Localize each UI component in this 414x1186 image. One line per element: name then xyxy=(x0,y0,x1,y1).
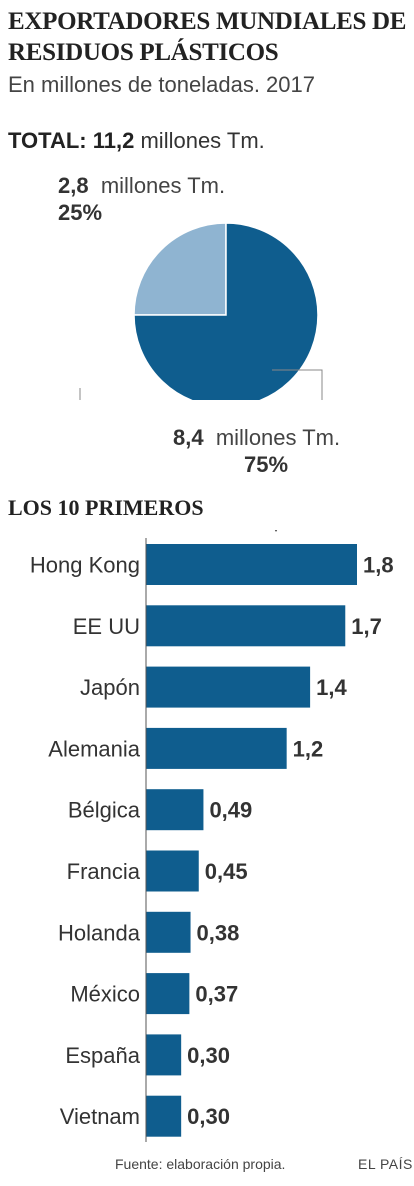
chart-title: EXPORTADORES MUNDIALES DE RESIDUOS PLÁST… xyxy=(8,8,407,66)
pie-small-unit: millones Tm. xyxy=(100,173,226,198)
pointer-arrow-icon xyxy=(274,530,278,532)
pie-large-value: 8,4 xyxy=(173,425,204,450)
pie-small-value: 2,8 xyxy=(58,173,89,198)
bar-chart: Hong Kong 1,8 EE UU 1,7 Japón 1,4 Alemania 1,2 B… xyxy=(30,530,394,1142)
value-label: 1,8 xyxy=(363,553,394,578)
chart-subtitle: En millones de toneladas. 2017 xyxy=(8,72,315,97)
value-label: 0,37 xyxy=(195,982,238,1007)
category-label: Hong Kong xyxy=(30,553,140,578)
value-label: 1,2 xyxy=(293,736,324,761)
total-label: TOTAL: xyxy=(8,128,87,153)
bar xyxy=(146,727,287,769)
bar xyxy=(146,1095,182,1137)
bar xyxy=(146,666,311,708)
total-unit: millones Tm. xyxy=(140,128,265,153)
category-label: Francia xyxy=(67,859,141,884)
value-label: 0,30 xyxy=(187,1043,230,1068)
bar xyxy=(146,1034,182,1076)
pie-slice-small xyxy=(133,222,227,316)
total-line: TOTAL: 11,2 millones Tm. xyxy=(8,128,265,154)
category-label: Alemania xyxy=(48,736,140,761)
value-label: 0,49 xyxy=(209,798,252,823)
bar-chart-title: LOS 10 PRIMEROS xyxy=(8,495,204,520)
bar xyxy=(146,789,204,831)
value-label: 0,45 xyxy=(205,859,248,884)
category-label: Japón xyxy=(80,675,140,700)
value-label: 1,7 xyxy=(351,614,382,639)
category-label: Holanda xyxy=(58,920,141,945)
pie-slice-large xyxy=(133,222,319,400)
value-label: 1,4 xyxy=(316,675,347,700)
value-label: 0,38 xyxy=(197,920,240,945)
bar xyxy=(146,605,346,647)
value-label: 0,30 xyxy=(187,1104,230,1129)
pie-leader-large xyxy=(272,369,323,400)
category-label: México xyxy=(70,982,140,1007)
bar xyxy=(146,544,357,585)
category-label: España xyxy=(65,1043,140,1068)
bar xyxy=(146,973,190,1015)
pie-leader-small xyxy=(79,388,81,400)
source-note: Fuente: elaboración propia. xyxy=(115,1156,286,1172)
category-label: Vietnam xyxy=(60,1104,140,1129)
bar xyxy=(146,850,199,892)
pie-small-percent: 25% xyxy=(58,200,103,225)
pie-large-percent: 75% xyxy=(244,452,289,477)
pie-chart xyxy=(79,222,323,400)
pie-large-unit: millones Tm. xyxy=(215,425,341,450)
pie-label-small: 2,8 millones Tm. 25% xyxy=(58,172,225,226)
bar xyxy=(146,911,191,953)
total-value: 11,2 xyxy=(92,128,135,153)
brand-label: EL PAÍS xyxy=(358,1156,413,1172)
category-label: Bélgica xyxy=(68,798,141,823)
pie-label-large: 8,4 millones Tm. 75% xyxy=(173,424,340,478)
category-label: EE UU xyxy=(73,614,140,639)
